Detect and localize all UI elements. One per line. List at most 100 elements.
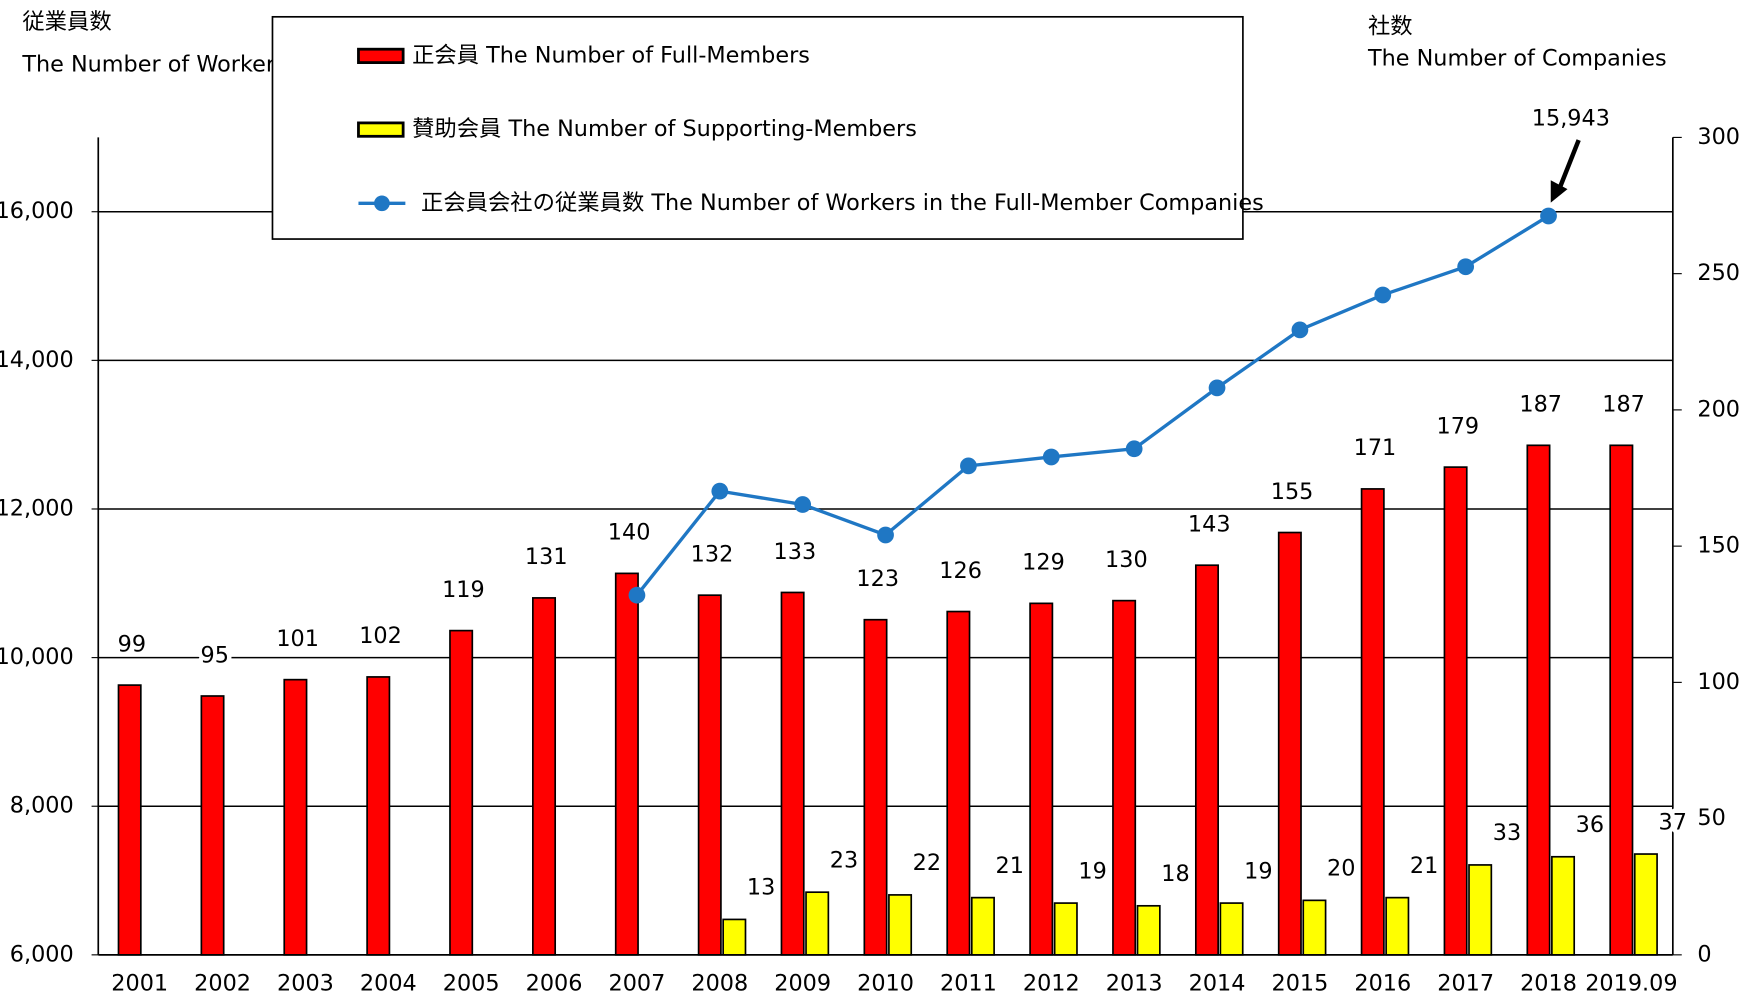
legend-label: 賛助会員 The Number of Supporting-Members: [412, 116, 917, 142]
legend: 正会員 The Number of Full-Members 賛助会員 The N…: [271, 15, 1264, 240]
y2-tick-label: 0: [1697, 941, 1711, 967]
value-label: 131: [525, 544, 568, 570]
y-tick-label: 16,000: [0, 198, 74, 224]
marker: [794, 496, 812, 513]
x-tick-label: 2015: [1271, 970, 1328, 994]
marker: [960, 457, 977, 475]
value-label: 171: [1354, 435, 1397, 461]
bar: [1136, 904, 1161, 956]
value-label: 133: [774, 539, 817, 565]
x-tick-label: 2017: [1437, 970, 1494, 994]
y-tick-label: 6,000: [10, 941, 74, 967]
x-tick-label: 2006: [526, 970, 583, 994]
y-tick-label: 10,000: [0, 644, 74, 670]
x-tick-label: 2010: [857, 970, 914, 994]
bar: [1633, 853, 1658, 956]
y-tick-label: 12,000: [0, 495, 74, 521]
y2-axis-title: The Number of Companies: [1367, 46, 1667, 72]
legend-swatch: [357, 121, 405, 138]
bar: [1194, 564, 1219, 956]
bar: [1112, 599, 1137, 956]
bar: [1029, 602, 1054, 956]
value-label: 179: [1437, 413, 1480, 439]
x-tick-label: 2003: [277, 970, 334, 994]
value-label: 99: [118, 631, 146, 657]
value-label: 22: [913, 850, 941, 876]
bar: [805, 891, 830, 956]
bar: [449, 629, 474, 956]
x-tick-label: 2018: [1520, 970, 1577, 994]
y2-tick-label: 50: [1697, 805, 1725, 831]
x-tick-label: 2014: [1189, 970, 1246, 994]
bar: [888, 894, 913, 956]
bar: [200, 695, 225, 956]
x-tick-label: 2004: [360, 970, 417, 994]
marker: [711, 482, 729, 500]
value-label: 21: [1410, 853, 1438, 879]
line: [635, 214, 1550, 597]
bar: [283, 678, 308, 956]
bar: [863, 618, 888, 956]
marker: [877, 526, 894, 544]
value-label: 19: [1078, 858, 1106, 884]
bar: [1219, 902, 1244, 956]
value-label: 18: [1161, 861, 1189, 887]
legend-swatch: [374, 195, 390, 212]
value-label: 126: [939, 558, 982, 584]
value-label: 187: [1602, 392, 1645, 418]
value-label: 129: [1022, 550, 1065, 576]
y-axis-title: 従業員数: [22, 9, 111, 35]
value-label: 36: [1576, 812, 1604, 838]
value-label: 119: [442, 577, 485, 603]
value-label: 102: [359, 623, 402, 649]
y2-tick-label: 300: [1697, 124, 1740, 150]
x-tick-label: 2013: [1106, 970, 1163, 994]
y2-tick-label: 100: [1697, 669, 1740, 695]
bar: [532, 597, 557, 956]
bar: [1385, 896, 1410, 956]
arrow-head: [1550, 180, 1568, 203]
x-tick-label: 2011: [940, 970, 997, 994]
bar: [1526, 444, 1551, 956]
bar: [1609, 444, 1634, 956]
y2-axis-title: 社数: [1368, 13, 1413, 39]
x-tick-label: 2019.09: [1585, 970, 1677, 994]
bar: [1468, 864, 1493, 956]
y-axis-title: The Number of Workers: [21, 51, 286, 77]
bar: [117, 684, 142, 956]
marker: [1540, 207, 1557, 225]
bar: [1277, 531, 1302, 956]
value-label: 33: [1493, 820, 1521, 846]
value-label: 123: [856, 566, 899, 592]
marker: [1291, 321, 1309, 339]
bar: [1302, 899, 1327, 956]
value-label: 21: [996, 853, 1024, 879]
bar: [697, 594, 722, 956]
bar: [366, 676, 391, 956]
legend-swatch: [357, 47, 405, 64]
value-label: 19: [1244, 858, 1272, 884]
bar: [614, 572, 639, 956]
bar: [946, 610, 971, 956]
bar: [722, 918, 747, 956]
x-tick-label: 2012: [1023, 970, 1080, 994]
y2-tick-label: 200: [1697, 396, 1740, 422]
x-tick-label: 2008: [691, 970, 748, 994]
value-label: 15,943: [1532, 105, 1610, 131]
bar: [780, 591, 805, 956]
value-label: 143: [1188, 512, 1231, 538]
x-tick-label: 2001: [111, 970, 168, 994]
x-tick-label: 2007: [609, 970, 666, 994]
value-label: 187: [1519, 392, 1562, 418]
y-tick-label: 14,000: [0, 347, 74, 373]
x-tick-label: 2009: [774, 970, 831, 994]
arrow: [1555, 139, 1581, 195]
marker: [1457, 258, 1475, 276]
x-tick-label: 2016: [1354, 970, 1411, 994]
value-label: 140: [608, 520, 651, 546]
legend-label: 正会員会社の従業員数 The Number of Workers in the …: [421, 190, 1264, 216]
marker: [1208, 379, 1226, 397]
value-label: 132: [691, 541, 734, 567]
legend-label: 正会員 The Number of Full-Members: [412, 42, 810, 68]
value-label: 95: [201, 642, 229, 668]
